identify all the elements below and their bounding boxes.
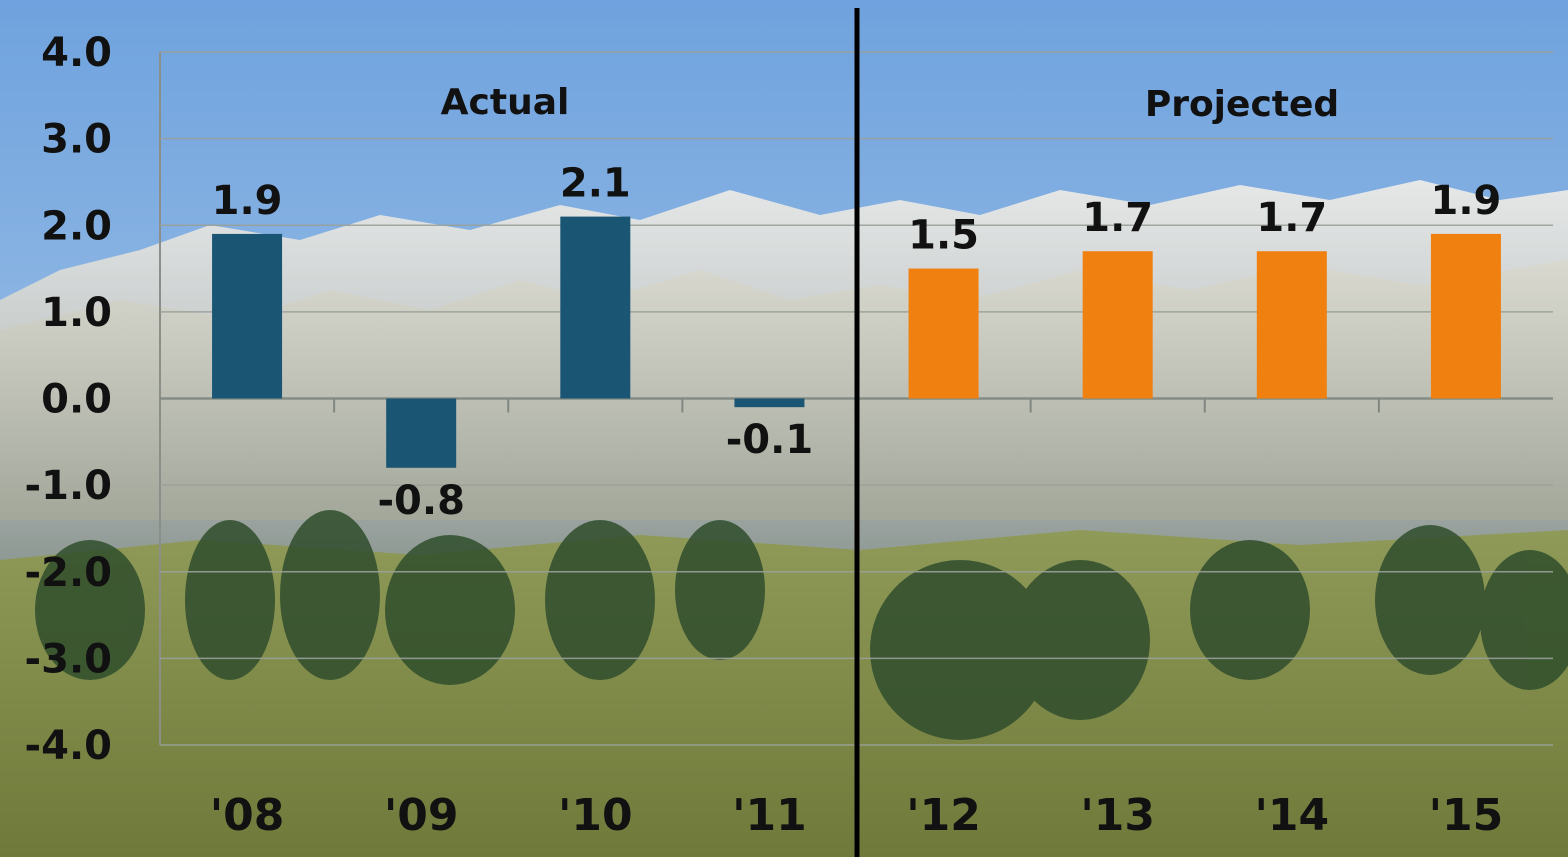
y-tick-label: 0.0 xyxy=(41,377,112,423)
y-tick-label: 3.0 xyxy=(41,117,112,163)
x-tick-label: '15 xyxy=(1429,790,1504,841)
y-tick-label: -4.0 xyxy=(25,723,112,769)
data-labels: 1.9 -0.8 2.1 -0.1 1.5 1.7 1.7 1.9 xyxy=(212,161,1502,524)
x-tick-label: '14 xyxy=(1254,790,1329,841)
y-tick-label: 4.0 xyxy=(41,30,112,76)
x-tick-label: '09 xyxy=(384,790,459,841)
bar-12 xyxy=(908,268,979,399)
bar-08 xyxy=(212,233,283,399)
data-label: -0.8 xyxy=(377,478,464,524)
y-tick-label: 1.0 xyxy=(41,290,112,336)
bar-09 xyxy=(386,398,457,468)
data-label: 1.7 xyxy=(1082,195,1153,241)
bar-13 xyxy=(1082,251,1153,399)
data-label: 1.9 xyxy=(1431,178,1502,224)
x-tick-label: '11 xyxy=(732,790,807,841)
bar-14 xyxy=(1256,251,1327,399)
bar-11 xyxy=(734,398,805,408)
data-label: 1.9 xyxy=(212,178,283,224)
bar-15 xyxy=(1430,233,1501,399)
x-tick-label: '13 xyxy=(1080,790,1155,841)
x-tick-label: '10 xyxy=(558,790,633,841)
data-label: 2.1 xyxy=(560,161,631,207)
plot-area: 4.0 3.0 2.0 1.0 0.0 -1.0 -2.0 -3.0 -4.0 1.9 -0.8 2… xyxy=(25,8,1553,857)
section-label-projected: Projected xyxy=(1145,84,1339,125)
y-tick-label: -2.0 xyxy=(25,550,112,596)
bars xyxy=(212,216,1501,468)
bar-10 xyxy=(560,216,631,399)
data-label: 1.5 xyxy=(908,213,979,259)
data-label: -0.1 xyxy=(726,417,813,463)
data-label: 1.7 xyxy=(1256,195,1327,241)
section-label-actual: Actual xyxy=(441,82,570,123)
y-tick-label: -3.0 xyxy=(25,636,112,682)
y-tick-label: -1.0 xyxy=(25,463,112,509)
x-tick-label: '12 xyxy=(906,790,981,841)
y-tick-label: 2.0 xyxy=(41,203,112,249)
x-tick-label: '08 xyxy=(210,790,285,841)
x-tick-labels: '08 '09 '10 '11 '12 '13 '14 '15 xyxy=(210,790,1504,841)
y-tick-labels: 4.0 3.0 2.0 1.0 0.0 -1.0 -2.0 -3.0 -4.0 xyxy=(25,30,112,769)
